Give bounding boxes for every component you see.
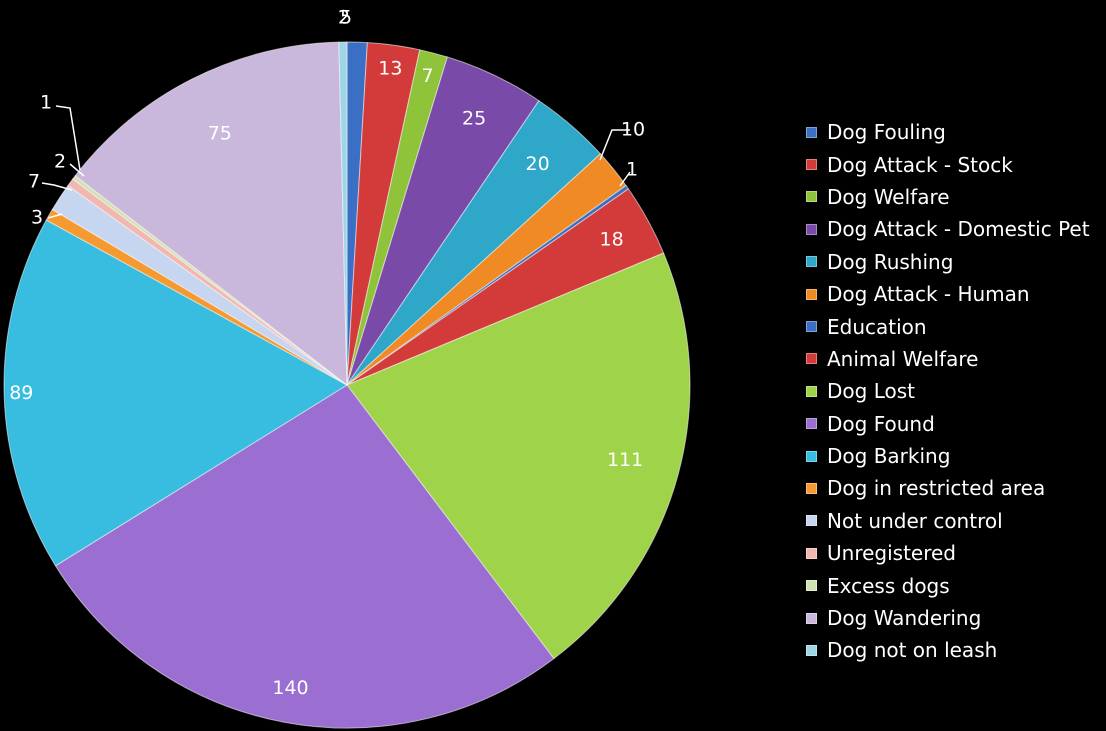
data-label-dog-attack-domestic-pet: 25 xyxy=(462,107,486,129)
legend-label: Dog Attack - Human xyxy=(827,282,1030,307)
legend-item-dog-lost: Dog Lost xyxy=(806,375,1090,407)
legend-label: Dog in restricted area xyxy=(827,476,1046,501)
data-label-animal-welfare: 18 xyxy=(600,228,624,250)
data-label-excess-dogs: 1 xyxy=(40,92,52,114)
pie-slice-dog-not-on-leash xyxy=(338,41,348,386)
data-label-dog-lost: 111 xyxy=(607,449,643,471)
legend-label: Animal Welfare xyxy=(827,346,979,371)
data-label-dog-found: 140 xyxy=(272,677,308,699)
legend-item-education: Education xyxy=(806,310,1090,342)
legend-item-dog-welfare: Dog Welfare xyxy=(806,181,1090,213)
legend-swatch xyxy=(806,580,817,592)
legend-label: Dog Attack - Domestic Pet xyxy=(827,217,1090,242)
legend-label: Excess dogs xyxy=(827,573,950,598)
data-label-dog-barking: 89 xyxy=(9,382,33,404)
legend-label: Dog Attack - Stock xyxy=(827,152,1013,177)
leader-line-education xyxy=(619,171,631,187)
legend-label: Not under control xyxy=(827,508,1003,533)
pie-slice-dog-found xyxy=(54,384,555,729)
data-label-dog-in-restricted-area: 3 xyxy=(31,207,43,229)
legend-item-animal-welfare: Animal Welfare xyxy=(806,343,1090,375)
pie-slice-dog-lost xyxy=(346,252,691,660)
leader-line-dog-in-restricted-area xyxy=(47,213,63,219)
data-label-dog-attack-stock: 13 xyxy=(378,58,402,80)
legend-swatch xyxy=(806,612,817,624)
data-label-dog-not-on-leash: 2 xyxy=(338,7,350,29)
legend-swatch xyxy=(806,515,817,527)
legend-item-dog-wandering: Dog Wandering xyxy=(806,602,1090,634)
data-label-dog-welfare: 7 xyxy=(422,65,434,87)
legend-item-excess-dogs: Excess dogs xyxy=(806,569,1090,601)
legend-swatch xyxy=(806,385,817,397)
legend-label: Dog Lost xyxy=(827,379,915,404)
pie-slice-dog-barking xyxy=(3,219,348,567)
legend-item-dog-in-restricted-area: Dog in restricted area xyxy=(806,472,1090,504)
legend-item-dog-not-on-leash: Dog not on leash xyxy=(806,634,1090,666)
legend-item-dog-fouling: Dog Fouling xyxy=(806,116,1090,148)
legend-swatch xyxy=(806,644,817,656)
legend: Dog Fouling Dog Attack - Stock Dog Welfare… xyxy=(806,116,1090,667)
legend-swatch xyxy=(806,191,817,203)
legend-label: Unregistered xyxy=(827,541,957,566)
legend-swatch xyxy=(806,126,817,138)
legend-label: Dog Fouling xyxy=(827,120,946,145)
legend-label: Dog Rushing xyxy=(827,249,954,274)
legend-label: Dog Welfare xyxy=(827,184,950,209)
legend-item-dog-found: Dog Found xyxy=(806,408,1090,440)
data-label-dog-fouling: 5 xyxy=(340,7,352,29)
legend-swatch xyxy=(806,547,817,559)
data-label-dog-rushing: 20 xyxy=(526,153,550,175)
legend-swatch xyxy=(806,353,817,365)
pie-slices xyxy=(3,41,691,729)
leader-line-dog-attack-human xyxy=(599,129,630,161)
legend-swatch xyxy=(806,482,817,494)
leader-line-not-under-control xyxy=(41,182,73,191)
legend-swatch xyxy=(806,288,817,300)
data-label-unregistered: 2 xyxy=(54,151,66,173)
legend-swatch xyxy=(806,223,817,235)
legend-label: Dog not on leash xyxy=(827,638,998,663)
legend-item-dog-attack-human: Dog Attack - Human xyxy=(806,278,1090,310)
legend-item-dog-barking: Dog Barking xyxy=(806,440,1090,472)
legend-item-dog-rushing: Dog Rushing xyxy=(806,246,1090,278)
data-label-education: 1 xyxy=(626,159,638,181)
legend-label: Dog Found xyxy=(827,411,935,436)
pie-slice-dog-wandering xyxy=(74,41,348,387)
legend-item-not-under-control: Not under control xyxy=(806,505,1090,537)
legend-swatch xyxy=(806,159,817,171)
legend-swatch xyxy=(806,450,817,462)
legend-label: Dog Wandering xyxy=(827,606,982,631)
legend-label: Dog Barking xyxy=(827,444,951,469)
legend-swatch xyxy=(806,418,817,430)
leader-line-unregistered xyxy=(69,163,85,177)
legend-item-unregistered: Unregistered xyxy=(806,537,1090,569)
data-label-not-under-control: 7 xyxy=(28,171,40,193)
data-label-dog-wandering: 75 xyxy=(208,123,232,145)
data-label-dog-attack-human: 10 xyxy=(621,119,645,141)
leader-lines xyxy=(41,105,631,219)
legend-item-dog-attack-domestic-pet: Dog Attack - Domestic Pet xyxy=(806,213,1090,245)
leader-line-excess-dogs xyxy=(55,105,81,171)
legend-item-dog-attack-stock: Dog Attack - Stock xyxy=(806,148,1090,180)
legend-swatch xyxy=(806,256,817,268)
legend-swatch xyxy=(806,321,817,333)
legend-label: Education xyxy=(827,314,927,339)
